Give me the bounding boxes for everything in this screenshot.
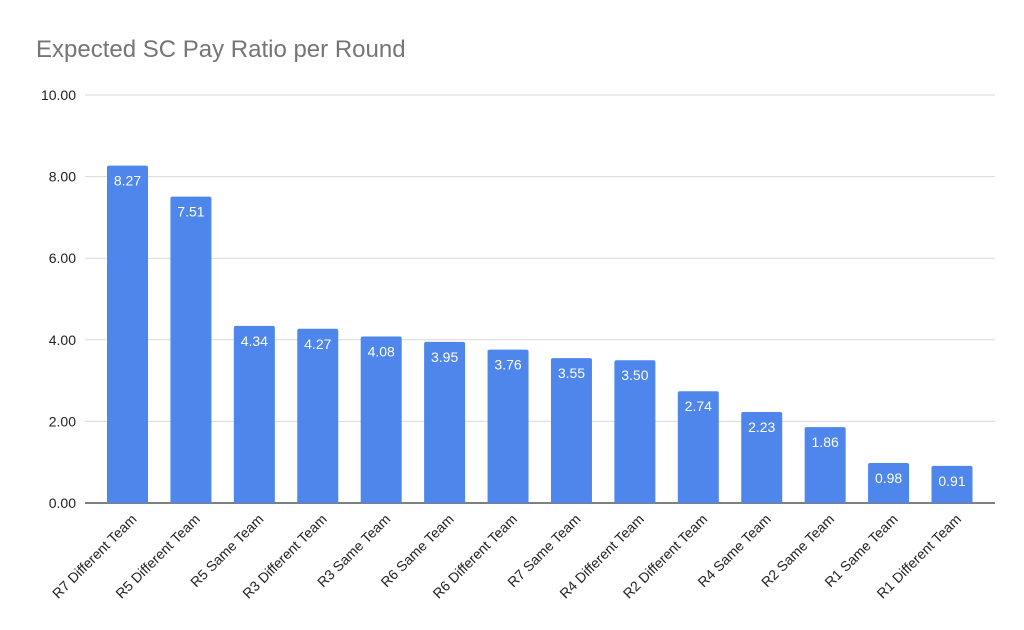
- bar: [677, 391, 719, 503]
- y-tick-label: 8.00: [49, 169, 76, 185]
- bar: [804, 427, 846, 503]
- bars: 8.27 7.51 4.34 4.27 4.08 3.95 3.76 3.55 3.50 2.74…: [107, 165, 973, 504]
- bar-value-label: 4.27: [304, 336, 331, 352]
- y-tick-label: 2.00: [49, 413, 76, 429]
- bar-value-label: 3.95: [431, 349, 458, 365]
- bar-value-label: 2.23: [748, 419, 775, 435]
- bar-value-label: 1.86: [812, 434, 839, 450]
- bar: [931, 465, 973, 503]
- bar-value-label: 3.55: [558, 365, 585, 381]
- gridlines: [85, 94, 995, 504]
- bar: [297, 328, 339, 503]
- bar: [550, 358, 592, 503]
- bar-value-label: 2.74: [685, 398, 712, 414]
- bar: [487, 349, 529, 503]
- bar-value-label: 0.91: [938, 473, 965, 489]
- bar-value-label: 0.98: [875, 470, 902, 486]
- bar-value-label: 8.27: [114, 173, 141, 189]
- y-tick-label: 0.00: [49, 495, 76, 511]
- bar-value-label: 3.50: [621, 367, 648, 383]
- bar: [424, 341, 466, 503]
- chart-title: Expected SC Pay Ratio per Round: [36, 36, 406, 63]
- bar: [868, 463, 910, 503]
- bar-value-label: 7.51: [177, 204, 204, 220]
- bar-value-label: 4.08: [368, 344, 395, 360]
- bar: [107, 165, 148, 504]
- y-tick-label: 4.00: [49, 332, 76, 348]
- bar: [170, 196, 212, 504]
- bar: [360, 336, 402, 503]
- bar: [233, 325, 275, 503]
- y-tick-label: 10.00: [41, 87, 76, 103]
- bar: [614, 360, 656, 503]
- y-axis-tick-labels: 0.00 2.00 4.00 6.00 8.00 10.00: [41, 87, 76, 511]
- y-tick-label: 6.00: [49, 250, 76, 266]
- bar-value-label: 4.34: [241, 333, 268, 349]
- bar-value-label: 3.76: [494, 357, 521, 373]
- bar: [741, 412, 783, 503]
